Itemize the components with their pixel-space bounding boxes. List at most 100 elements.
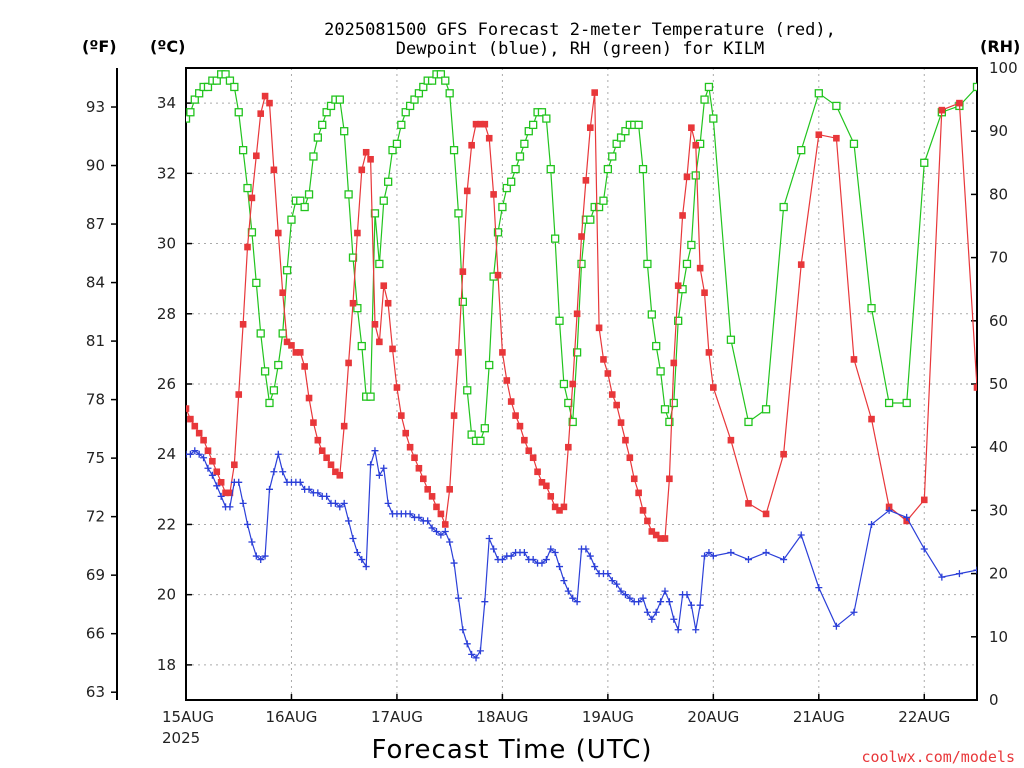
celsius-tick-label: 32 [157, 164, 176, 182]
dewpoint-point [727, 549, 735, 557]
temperature-point [683, 173, 691, 181]
dewpoint-point [520, 549, 528, 557]
temperature-point [973, 384, 977, 391]
rh-point [401, 108, 410, 117]
dewpoint-point [454, 594, 462, 602]
dewpoint-point [955, 570, 963, 578]
temperature-point [367, 155, 374, 163]
dewpoint-point [569, 594, 577, 602]
rh-point [485, 360, 494, 370]
rh-point [326, 101, 336, 111]
credit-link[interactable]: coolwx.com/models [861, 748, 1015, 766]
celsius-tick-label: 18 [157, 656, 176, 674]
dewpoint-point [687, 601, 695, 609]
temperature-point [626, 454, 634, 462]
dewpoint-point [270, 468, 278, 476]
rh-point [441, 76, 450, 85]
rh-tick-label: 40 [989, 438, 1008, 456]
rh-point [348, 253, 358, 262]
rh-point [616, 133, 626, 142]
rh-point [230, 82, 239, 92]
temperature-point [389, 345, 396, 353]
dewpoint-point [498, 556, 506, 564]
rh-point [274, 360, 283, 370]
dewpoint-point [217, 492, 225, 500]
rh-tick-label: 10 [989, 628, 1008, 646]
temperature-point [670, 359, 678, 367]
dewpoint-point [564, 587, 572, 595]
rh-point [238, 146, 248, 155]
temperature-point [292, 349, 300, 356]
rh-point [265, 398, 274, 408]
temperature-point [657, 535, 664, 542]
temperature-point [257, 110, 265, 117]
temperature-point [666, 475, 673, 483]
x-tick-label: 22AUG [898, 708, 950, 726]
x-tick-label: 17AUG [371, 708, 423, 726]
temperature-point [472, 120, 480, 128]
rh-point [849, 139, 859, 148]
rh-point [991, 77, 998, 84]
dewpoint-point [538, 559, 546, 567]
rh-point [867, 304, 876, 313]
dewpoint-point [661, 587, 669, 595]
temperature-point [499, 349, 506, 356]
rh-point [260, 367, 270, 376]
temperature-point [459, 268, 467, 275]
dewpoint-point [367, 461, 375, 469]
rh-point [669, 398, 678, 408]
temperature-point [591, 89, 598, 96]
rh-point [463, 386, 472, 395]
rh-point [427, 76, 437, 85]
dewpoint-series [186, 447, 1016, 662]
fahrenheit-axis-unit: (ºF) [82, 37, 117, 56]
rh-tick-label: 30 [989, 501, 1008, 519]
dewpoint-point [617, 587, 625, 595]
temperature-point [415, 464, 423, 472]
x-axis-label: Forecast Time (UTC) [371, 735, 652, 765]
dewpoint-point [582, 545, 590, 553]
rh-point [660, 405, 670, 414]
temperature-point [938, 106, 946, 114]
temperature-point [903, 517, 910, 525]
rh-point [643, 259, 652, 269]
rh-point [524, 127, 533, 136]
rh-point [287, 215, 296, 224]
dewpoint-point [674, 626, 682, 634]
rh-point [296, 196, 305, 205]
temperature-point [529, 454, 537, 462]
rh-point [335, 95, 344, 104]
rh-point [700, 95, 709, 104]
rh-point [779, 202, 788, 212]
dewpoint-point [244, 520, 252, 528]
rh-point [243, 183, 252, 193]
dewpoint-point [345, 517, 353, 525]
rh-tick-label: 80 [989, 185, 1008, 203]
rh-point [186, 114, 191, 123]
dewpoint-point [1009, 584, 1016, 591]
temperature-point [244, 243, 251, 251]
rh-point [502, 183, 511, 193]
dewpoint-point [832, 622, 840, 630]
dewpoint-point [639, 594, 647, 602]
dewpoint-point [938, 573, 946, 581]
dewpoint-point [226, 503, 234, 511]
rh-point [726, 335, 736, 344]
rh-point [687, 240, 696, 250]
rh-tick-label: 100 [989, 59, 1018, 77]
temperature-point [543, 482, 550, 490]
fahrenheit-tick-label: 93 [86, 98, 105, 116]
dewpoint-point [195, 450, 203, 458]
rh-point [269, 386, 279, 395]
rh-point [656, 367, 665, 376]
temperature-point [301, 363, 308, 370]
rh-point [572, 348, 582, 357]
dewpoint-point [920, 545, 928, 553]
dewpoint-point [252, 552, 260, 560]
dewpoint-point [362, 563, 370, 571]
dewpoint-point [485, 534, 493, 542]
rh-point [353, 304, 362, 313]
rh-point [221, 70, 230, 79]
rh-point [603, 164, 613, 174]
